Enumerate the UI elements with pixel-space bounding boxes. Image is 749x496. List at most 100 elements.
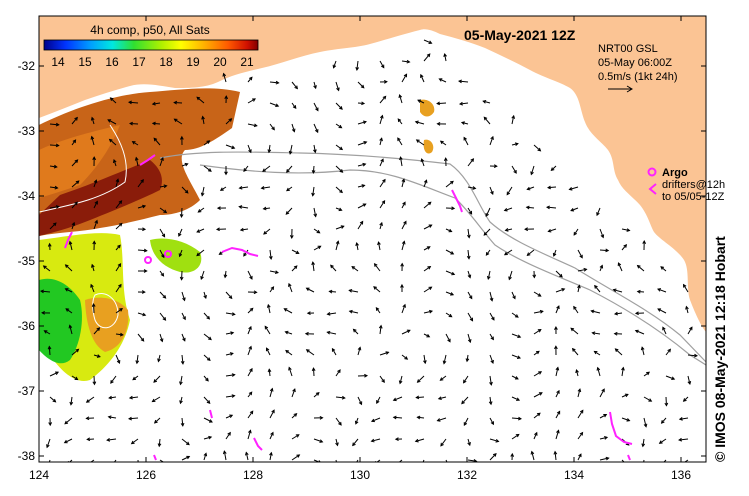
current-vector <box>599 228 604 238</box>
y-tick-label: -38 <box>18 449 36 463</box>
current-vector-head <box>600 234 605 239</box>
current-vector-head <box>311 170 316 175</box>
sst-colorbar: 4h comp, p50, All Sats 14 15 16 17 18 19 20 21 <box>43 23 259 69</box>
current-vector-head <box>90 116 95 121</box>
drifter-track <box>253 437 263 451</box>
current-vector <box>306 349 315 356</box>
current-vector-head <box>223 274 228 279</box>
current-vector-head <box>643 423 648 428</box>
current-vector <box>115 284 122 293</box>
current-vector <box>225 395 235 398</box>
current-vector <box>115 263 121 272</box>
current-vector <box>291 81 298 89</box>
current-vector-head <box>443 157 448 162</box>
current-vector-head <box>503 251 508 256</box>
current-vector-head <box>284 330 289 335</box>
current-vector <box>533 310 543 314</box>
current-vector <box>225 291 233 299</box>
current-vector <box>223 73 227 83</box>
current-vector-head <box>397 118 402 123</box>
current-vector-head <box>65 308 70 312</box>
current-vector <box>181 186 189 194</box>
current-vector <box>445 312 452 318</box>
argo-legend: Argo drifters@12h to 05/05-12Z <box>647 167 725 203</box>
current-vector <box>423 39 432 44</box>
current-vector <box>130 122 139 125</box>
current-vector <box>225 332 234 335</box>
current-vector-head <box>415 395 420 400</box>
current-vector <box>93 327 100 335</box>
current-vector <box>225 118 232 125</box>
current-vector <box>463 375 469 383</box>
current-vector <box>401 202 406 209</box>
current-vector <box>657 308 667 314</box>
current-vector-head <box>662 326 666 331</box>
current-vector <box>115 200 122 209</box>
current-vector <box>489 136 494 146</box>
current-vector-head <box>626 228 631 232</box>
current-vector-head <box>74 201 78 206</box>
current-vector <box>663 459 667 462</box>
current-vector-head <box>398 93 403 99</box>
current-vector-head <box>117 263 122 267</box>
current-vector <box>291 102 297 109</box>
current-vector <box>357 347 361 356</box>
current-vector <box>335 123 342 129</box>
current-vector-head <box>151 121 156 126</box>
drifters-period: to 05/05-12Z <box>662 191 725 203</box>
current-vector <box>71 201 78 209</box>
current-vector <box>444 53 447 62</box>
current-vector <box>159 249 165 258</box>
current-vector <box>291 123 295 132</box>
current-vector <box>269 249 272 259</box>
current-vector <box>313 228 320 234</box>
current-vector-head <box>577 388 582 393</box>
current-vector-head <box>547 228 552 233</box>
current-vector-head <box>428 286 433 291</box>
current-vector <box>225 374 235 377</box>
current-vector-head <box>451 271 456 276</box>
current-vector-head <box>93 179 98 184</box>
current-vector <box>113 159 117 167</box>
current-vector <box>357 141 367 146</box>
current-vector-head <box>318 460 321 462</box>
current-vector <box>223 451 227 461</box>
current-vector-head <box>69 401 74 406</box>
current-vector-head <box>625 463 628 466</box>
current-vector-head <box>483 116 488 121</box>
current-vector <box>379 96 387 104</box>
x-tick-label: 132 <box>457 468 477 482</box>
current-vector-head <box>485 251 490 256</box>
current-vector-head <box>313 85 317 90</box>
current-vector-head <box>403 73 408 78</box>
current-vector-head <box>262 206 267 211</box>
current-vector <box>399 375 403 384</box>
current-vector <box>247 307 254 314</box>
current-vector-head <box>579 431 584 436</box>
current-vector-head <box>451 206 456 211</box>
current-vector-head <box>266 303 271 308</box>
current-vector-head <box>117 244 121 249</box>
current-vector <box>511 375 519 380</box>
current-vector-head <box>135 360 140 365</box>
current-vector <box>687 354 697 357</box>
current-vector <box>108 416 117 419</box>
current-vector <box>527 249 535 256</box>
current-vector <box>269 270 279 274</box>
current-vector-head <box>153 137 158 142</box>
current-vector-head <box>693 353 698 358</box>
current-vector <box>423 53 431 62</box>
current-vector-head <box>594 284 598 289</box>
current-vector-head <box>231 373 236 377</box>
current-vector-head <box>224 171 228 176</box>
current-vector <box>573 306 579 314</box>
current-vector-head <box>68 240 73 245</box>
current-vector-head <box>249 410 254 415</box>
current-vector <box>573 228 579 236</box>
current-vector <box>49 123 59 126</box>
drifter-track <box>221 246 259 257</box>
current-vector-head <box>370 418 375 423</box>
current-vector <box>357 81 365 89</box>
current-vector-head <box>291 128 296 133</box>
current-vector-head <box>641 443 646 448</box>
